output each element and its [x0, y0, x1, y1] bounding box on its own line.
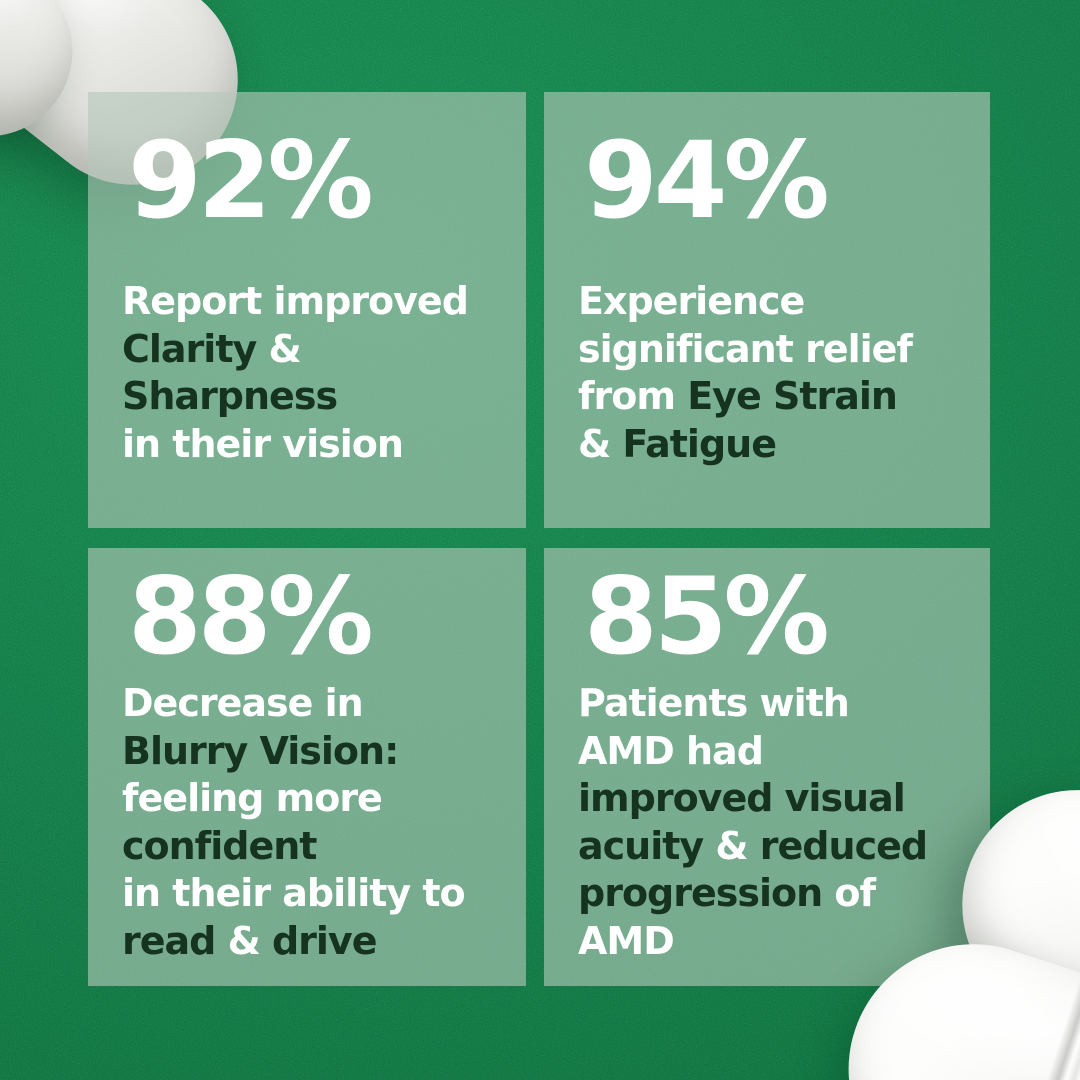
stat-percent: 94% — [584, 119, 830, 242]
stat-line: read & drive — [122, 918, 510, 966]
stat-caption: Patients with AMD had improved visual acuit… — [578, 680, 974, 965]
stat-text-segment: drive — [271, 918, 378, 963]
stat-text-segment: Decrease in — [122, 681, 364, 725]
stat-text-segment: feeling more — [122, 776, 383, 820]
stat-text-segment: Sharpness — [122, 374, 338, 418]
stat-text-segment: & — [703, 823, 760, 868]
stat-text-segment: Clarity — [122, 326, 257, 371]
stat-card-top-left: 92% Report improved Clarity & Sharpness in … — [88, 92, 526, 528]
stat-text-segment: read — [122, 918, 216, 963]
stat-text-segment: confident — [122, 823, 317, 868]
stat-text-segment: & — [256, 326, 301, 371]
capsule-seam — [997, 953, 1080, 1080]
stat-text-segment: significant relief — [578, 326, 913, 371]
stat-text-segment: reduced — [759, 823, 928, 868]
stat-text-segment: AMD — [578, 918, 675, 963]
stat-line: improved visual — [578, 775, 974, 823]
stat-text-segment: in their vision — [122, 421, 404, 466]
stat-line: acuity & reduced — [578, 823, 974, 871]
stat-text-segment: improved visual — [578, 776, 906, 820]
stat-line: Sharpness — [122, 373, 510, 421]
stat-card-bottom-right: 85% Patients with AMD had improved visual a… — [544, 548, 990, 986]
stat-line: AMD had — [578, 728, 974, 776]
stat-line: Report improved — [122, 278, 510, 326]
stat-text-segment: & — [215, 918, 272, 963]
stat-percent: 88% — [128, 555, 374, 678]
stat-line: Blurry Vision: — [122, 728, 510, 776]
stat-text-segment: from — [578, 374, 688, 418]
stat-text-segment: AMD had — [578, 728, 764, 773]
stat-line: in their ability to — [122, 870, 510, 918]
stat-text-segment: Report improved — [122, 279, 469, 323]
stat-line: Clarity & — [122, 326, 510, 374]
stat-text-segment: in their ability to — [122, 871, 466, 915]
stat-line: confident — [122, 823, 510, 871]
stat-text-segment: Eye Strain — [687, 374, 898, 418]
stat-line: significant relief — [578, 326, 974, 374]
stat-caption: Experience significant relief from Eye Str… — [578, 278, 974, 468]
stat-caption: Decrease in Blurry Vision: feeling more con… — [122, 680, 510, 965]
stat-card-bottom-left: 88% Decrease in Blurry Vision: feeling mor… — [88, 548, 526, 986]
stat-percent: 92% — [128, 119, 374, 242]
stat-line: feeling more — [122, 775, 510, 823]
stat-line: Decrease in — [122, 680, 510, 728]
stat-text-segment: progression — [578, 871, 823, 915]
stat-text-segment: acuity — [578, 823, 704, 868]
stat-line: from Eye Strain — [578, 373, 974, 421]
stat-text-segment: of — [822, 871, 876, 915]
stat-text-segment: Fatigue — [622, 421, 777, 466]
stat-line: Patients with — [578, 680, 974, 728]
stat-line: Experience — [578, 278, 974, 326]
stat-caption: Report improved Clarity & Sharpness in thei… — [122, 278, 510, 468]
stat-card-top-right: 94% Experience significant relief from Eye… — [544, 92, 990, 528]
stat-text-segment: Blurry Vision: — [122, 728, 399, 773]
stat-text-segment: & — [578, 421, 623, 466]
stat-text-segment: Experience — [578, 279, 805, 323]
stat-line: in their vision — [122, 421, 510, 469]
stat-line: & Fatigue — [578, 421, 974, 469]
stat-percent: 85% — [584, 555, 830, 678]
stat-text-segment: Patients with — [578, 681, 850, 725]
stat-line: progression of — [578, 870, 974, 918]
